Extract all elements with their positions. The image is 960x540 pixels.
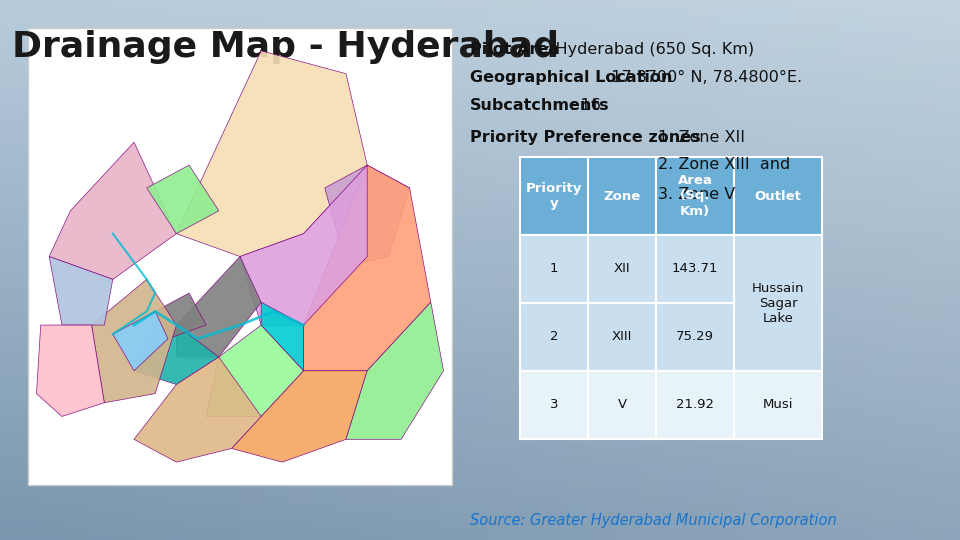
Text: Drainage Map - Hyderabad: Drainage Map - Hyderabad (12, 30, 559, 64)
Bar (520, 303, 588, 371)
Text: Subcatchments: Subcatchments (470, 98, 610, 113)
Polygon shape (134, 357, 261, 462)
Polygon shape (240, 165, 368, 325)
Text: :17.3700° N, 78.4800°E.: :17.3700° N, 78.4800°E. (606, 70, 803, 85)
Bar (588, 371, 656, 439)
Polygon shape (231, 371, 368, 462)
Bar (734, 157, 822, 235)
Polygon shape (324, 165, 410, 266)
Polygon shape (177, 256, 261, 357)
Polygon shape (134, 325, 219, 384)
Bar (588, 303, 656, 371)
Text: 3: 3 (550, 399, 559, 411)
Text: Source: Greater Hyderabad Municipal Corporation: Source: Greater Hyderabad Municipal Corp… (470, 513, 837, 528)
Text: Pilot Area: Pilot Area (470, 42, 559, 57)
Polygon shape (49, 256, 113, 325)
Bar (734, 235, 822, 371)
Text: Outlet: Outlet (755, 190, 802, 202)
Bar (588, 157, 656, 235)
Bar (520, 371, 588, 439)
Bar (656, 371, 734, 439)
Bar (734, 371, 822, 439)
Polygon shape (156, 293, 206, 339)
Text: Hussain
Sagar
Lake: Hussain Sagar Lake (752, 281, 804, 325)
Text: 75.29: 75.29 (676, 330, 714, 343)
Bar (520, 157, 588, 235)
Polygon shape (206, 325, 303, 416)
Text: : Hyderabad (650 Sq. Km): : Hyderabad (650 Sq. Km) (545, 42, 755, 57)
Polygon shape (49, 142, 177, 279)
Text: Musi: Musi (763, 399, 793, 411)
Text: 3. Zone V: 3. Zone V (658, 187, 735, 202)
Text: 1. Zone XII: 1. Zone XII (658, 130, 745, 145)
Text: Priority
y: Priority y (526, 182, 582, 210)
Polygon shape (177, 51, 368, 256)
Polygon shape (113, 312, 168, 371)
Text: 1: 1 (550, 262, 559, 275)
Bar (28, 28, 452, 485)
Bar (588, 235, 656, 303)
Polygon shape (346, 302, 444, 440)
Text: V: V (617, 399, 627, 411)
Text: Geographical Location: Geographical Location (470, 70, 672, 85)
Text: XIII: XIII (612, 330, 633, 343)
Text: XII: XII (613, 262, 631, 275)
Polygon shape (303, 165, 431, 371)
Bar (520, 235, 588, 303)
Bar (656, 157, 734, 235)
Text: 2: 2 (550, 330, 559, 343)
Bar (656, 303, 734, 371)
Text: 21.92: 21.92 (676, 399, 714, 411)
Bar (656, 235, 734, 303)
Polygon shape (261, 302, 303, 371)
Polygon shape (91, 279, 177, 403)
Polygon shape (36, 325, 105, 416)
Text: : 16: : 16 (570, 98, 601, 113)
Text: 2. Zone XIII  and: 2. Zone XIII and (658, 157, 790, 172)
Text: Zone: Zone (604, 190, 640, 202)
Text: Area
(Sq.
Km): Area (Sq. Km) (678, 174, 712, 218)
Text: 143.71: 143.71 (672, 262, 718, 275)
Text: Priority Preference zones: Priority Preference zones (470, 130, 701, 145)
Polygon shape (147, 165, 219, 234)
